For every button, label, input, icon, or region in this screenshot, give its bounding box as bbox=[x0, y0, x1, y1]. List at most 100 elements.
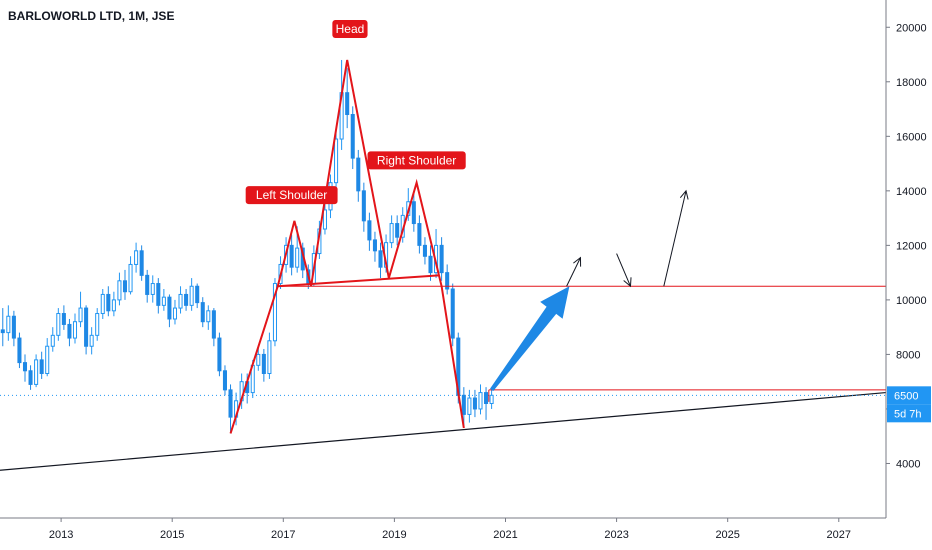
x-tick-label: 2023 bbox=[604, 529, 628, 541]
head-shoulders-pattern bbox=[229, 59, 465, 434]
candle-body bbox=[100, 293, 105, 315]
y-tick-label: 20000 bbox=[896, 22, 927, 34]
candle-body bbox=[439, 244, 444, 274]
candle-body bbox=[478, 392, 483, 410]
candle-body bbox=[17, 337, 22, 364]
annotation-box bbox=[367, 151, 466, 170]
support-trendline bbox=[0, 391, 887, 471]
annotation-label: Head bbox=[336, 22, 365, 36]
projection-arrow bbox=[663, 190, 687, 287]
trend-layer bbox=[0, 391, 887, 471]
countdown-label: 5d 7h bbox=[894, 408, 922, 420]
candle-body bbox=[272, 283, 277, 342]
candle-body bbox=[0, 329, 5, 334]
candle-body bbox=[72, 321, 78, 339]
candle-body bbox=[378, 250, 383, 268]
candle-body bbox=[78, 307, 83, 323]
candle-body bbox=[39, 359, 44, 375]
candle-body bbox=[67, 323, 72, 339]
candle-body bbox=[472, 397, 477, 410]
last-price-label: 6500 bbox=[894, 390, 918, 402]
candle-body bbox=[134, 250, 139, 265]
candle-body bbox=[200, 302, 205, 323]
candle-body bbox=[367, 220, 372, 241]
candle-body bbox=[139, 250, 144, 276]
y-tick-label: 4000 bbox=[896, 458, 920, 470]
candle-body bbox=[450, 288, 455, 339]
x-tick-label: 2019 bbox=[382, 529, 406, 541]
candle-body bbox=[395, 223, 400, 238]
candle-body bbox=[106, 293, 111, 312]
last-price-tag bbox=[887, 386, 931, 405]
annotation-box bbox=[332, 19, 368, 38]
candle-body bbox=[334, 138, 339, 184]
candle-body bbox=[222, 370, 227, 391]
candle-body bbox=[445, 272, 450, 290]
projection-arrow bbox=[616, 253, 631, 287]
candle-body bbox=[161, 296, 166, 306]
projection-arrow-head bbox=[679, 189, 689, 200]
x-tick-label: 2015 bbox=[160, 529, 184, 541]
candle-body bbox=[117, 280, 122, 301]
candle-body bbox=[461, 394, 466, 415]
candle-body bbox=[261, 353, 266, 375]
neckline bbox=[277, 274, 439, 288]
projection-arrow-head bbox=[573, 256, 582, 267]
countdown-tag bbox=[887, 404, 931, 423]
candle-body bbox=[417, 223, 422, 246]
candle-body bbox=[22, 362, 28, 372]
candle-body bbox=[56, 313, 61, 336]
candle-body bbox=[167, 296, 172, 320]
y-tick-label: 18000 bbox=[896, 77, 927, 89]
x-tick-label: 2027 bbox=[827, 529, 851, 541]
candle-body bbox=[206, 310, 211, 323]
annotation-layer: Head Left Shoulder Right Shoulder bbox=[245, 19, 466, 205]
candle-body bbox=[389, 223, 394, 244]
y-tick-label: 12000 bbox=[896, 240, 927, 252]
x-tick-label: 2013 bbox=[49, 529, 73, 541]
candle-body bbox=[84, 307, 89, 347]
candle-body bbox=[295, 247, 300, 268]
y-tick-label: 14000 bbox=[896, 186, 927, 198]
candle-body bbox=[122, 280, 128, 293]
candle-body bbox=[6, 315, 11, 334]
candle-body bbox=[150, 283, 155, 295]
x-tick-label: 2021 bbox=[493, 529, 517, 541]
candle-body bbox=[422, 244, 427, 257]
y-tick-label: 10000 bbox=[896, 295, 927, 307]
candle-body bbox=[322, 209, 327, 230]
candle-body bbox=[28, 370, 33, 385]
candle-body bbox=[267, 340, 272, 375]
candle-body bbox=[172, 307, 178, 320]
candle-body bbox=[411, 201, 416, 225]
candle-body bbox=[178, 293, 183, 309]
candle-body bbox=[145, 274, 150, 295]
candle-body bbox=[467, 397, 472, 415]
candle-body bbox=[95, 313, 100, 336]
candle-body bbox=[345, 92, 350, 116]
candle-body bbox=[195, 285, 200, 304]
chart-title: BARLOWORLD LTD, 1M, JSE bbox=[8, 9, 175, 23]
bounce-arrow bbox=[490, 286, 570, 392]
x-tick-label: 2017 bbox=[271, 529, 295, 541]
candle-series bbox=[0, 59, 494, 434]
candle-body bbox=[156, 283, 161, 306]
annotation-label: Right Shoulder bbox=[377, 153, 456, 167]
candle-body bbox=[428, 255, 433, 274]
candle-body bbox=[372, 239, 377, 252]
candle-body bbox=[189, 285, 194, 306]
candle-body bbox=[11, 315, 16, 339]
candle-body bbox=[34, 359, 39, 385]
candle-body bbox=[111, 299, 116, 312]
candle-body bbox=[211, 310, 216, 339]
projection-arrow bbox=[566, 257, 581, 287]
candle-body bbox=[184, 293, 189, 306]
candle-body bbox=[484, 392, 489, 404]
candle-body bbox=[45, 345, 50, 375]
annotation-label: Left Shoulder bbox=[256, 188, 327, 202]
candle-body bbox=[89, 334, 94, 347]
pattern-overlay bbox=[229, 59, 886, 434]
projection-arrow-head bbox=[623, 277, 632, 288]
